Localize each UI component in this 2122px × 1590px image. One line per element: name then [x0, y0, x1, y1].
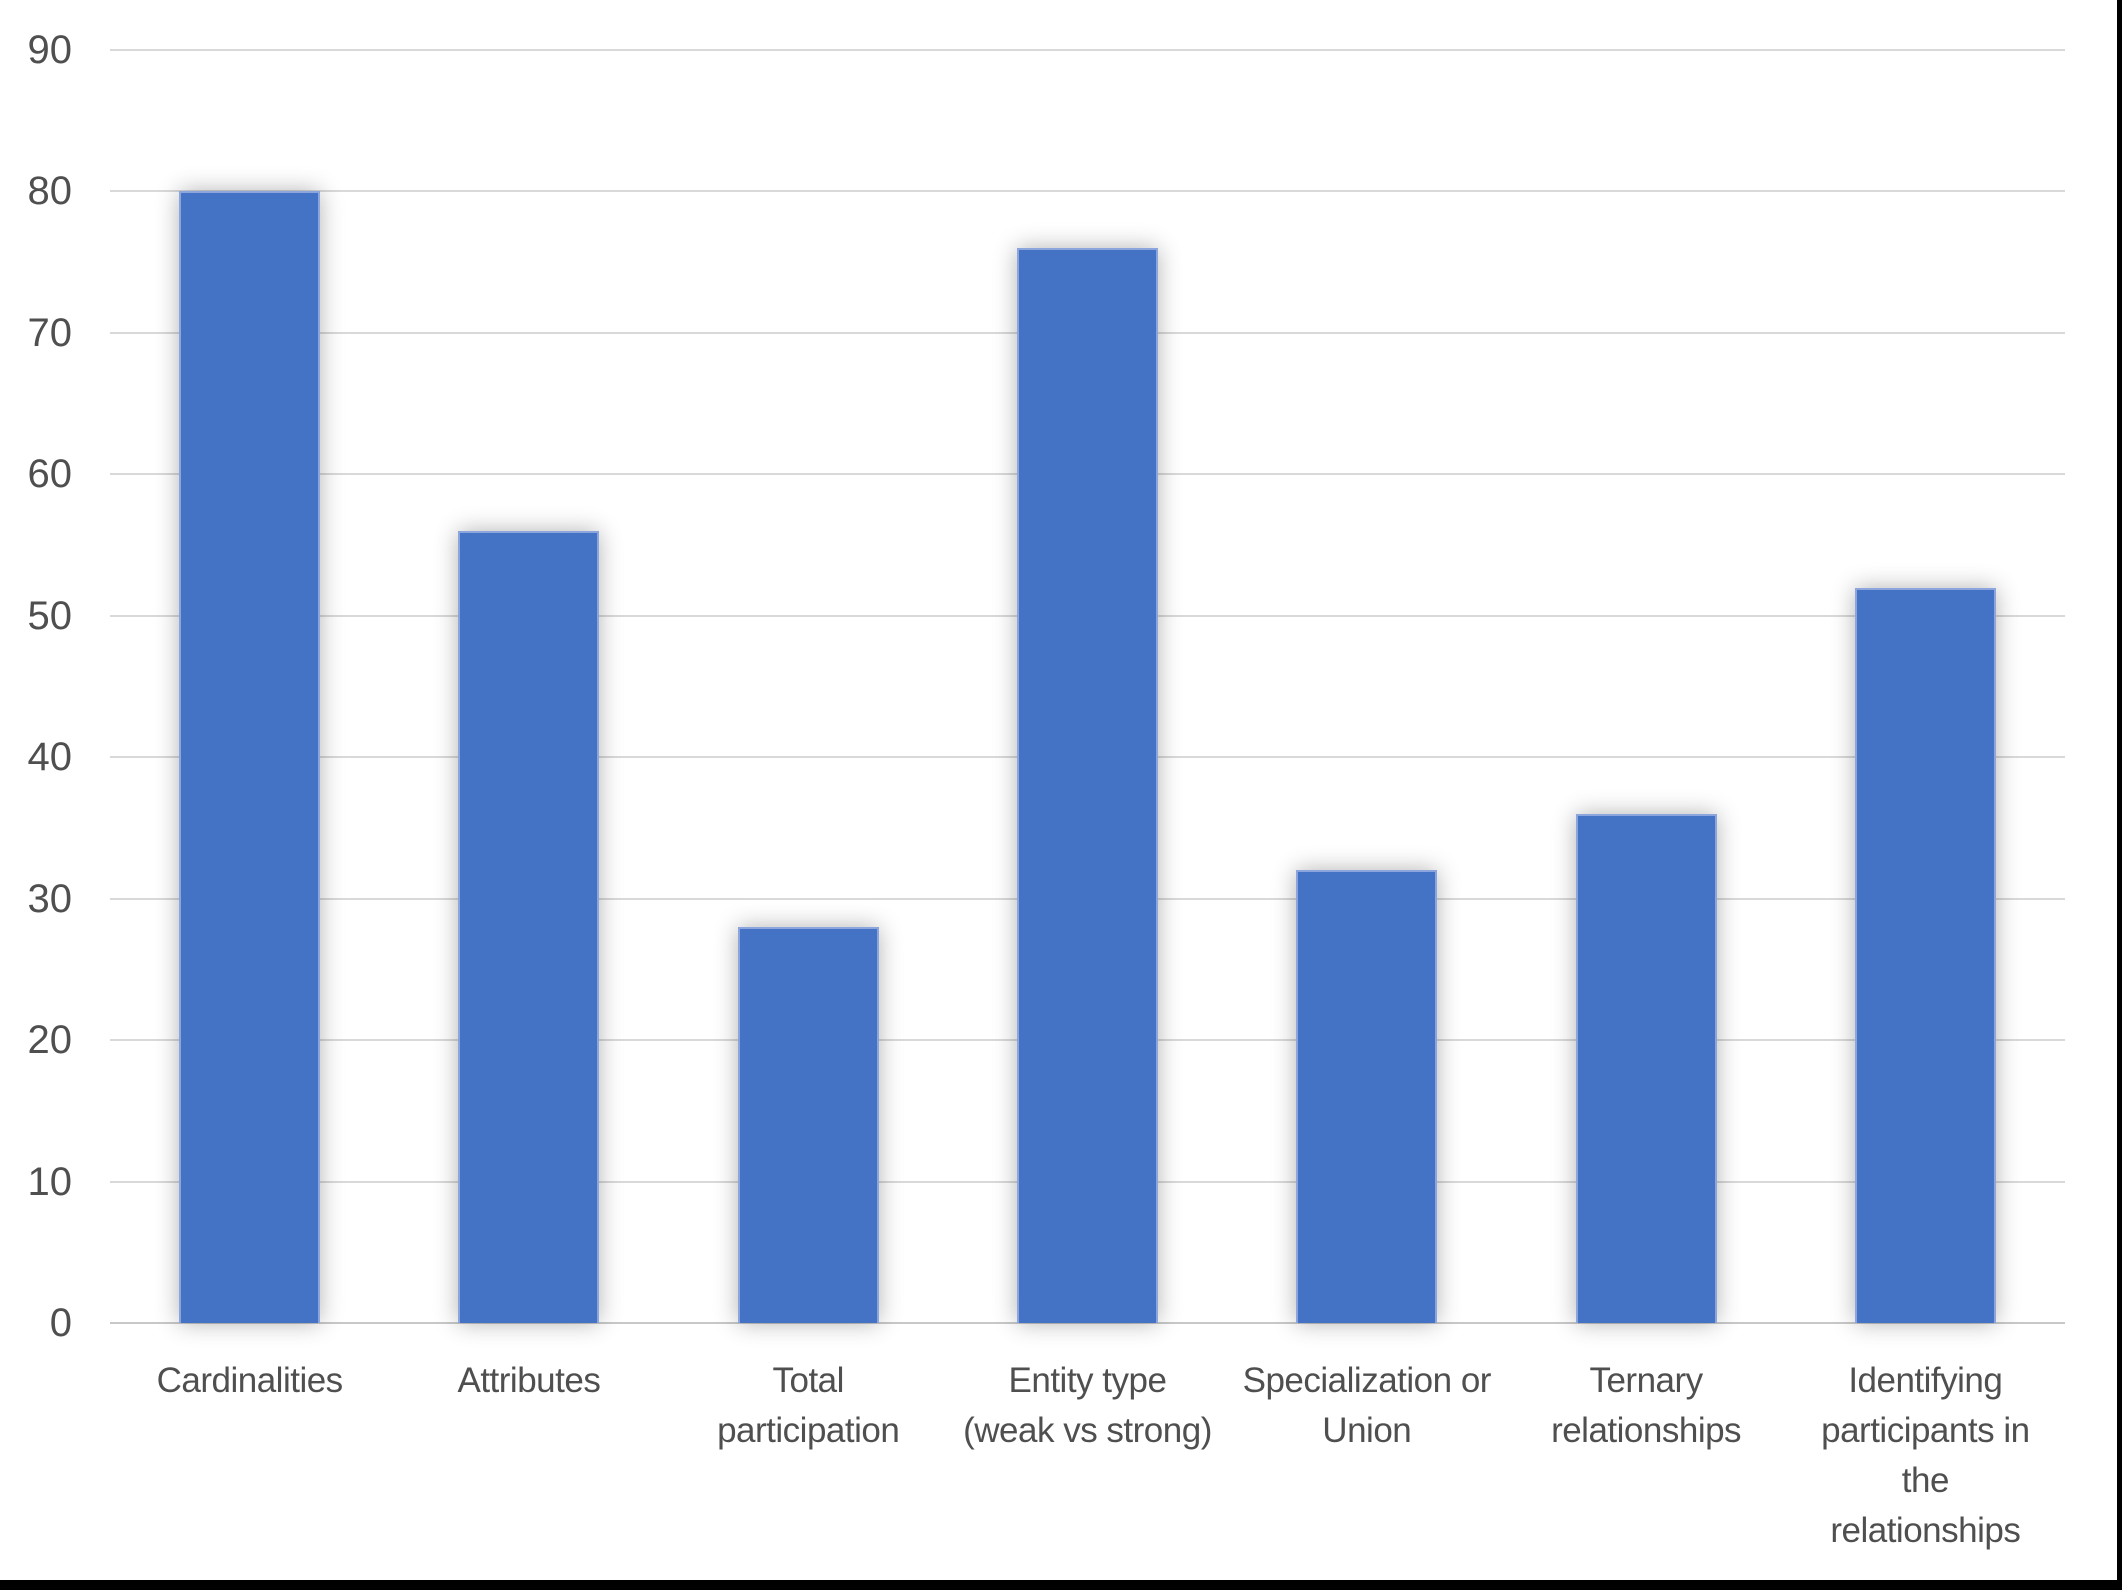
gridline [110, 190, 2065, 193]
x-category-label: Ternary relationships [1551, 1361, 1742, 1450]
bar-1 [179, 191, 321, 1323]
bars [110, 50, 2065, 1323]
y-tick-label: 60 [27, 452, 73, 497]
bar-2 [458, 530, 600, 1323]
y-tick-label: 30 [27, 876, 73, 921]
gridline [110, 49, 2065, 51]
bar-6 [1575, 813, 1717, 1323]
x-category-label: Specialization or Union [1242, 1361, 1492, 1450]
y-tick-label: 90 [27, 28, 73, 72]
screenshot-border-right [2117, 0, 2122, 1590]
y-tick-label: 70 [27, 310, 73, 355]
x-category-label: Attributes [457, 1361, 601, 1400]
x-category-label: Identifying participants in the relationshi… [1821, 1361, 2030, 1550]
y-tick-label: 0 [49, 1301, 72, 1345]
screenshot-border-bottom [0, 1580, 2122, 1590]
bar-5 [1296, 870, 1438, 1323]
y-tick-label: 20 [27, 1018, 73, 1063]
bar-7 [1854, 587, 1996, 1323]
y-tick-label: 40 [27, 735, 73, 780]
y-tick-label: 80 [27, 169, 73, 214]
x-category-label: Cardinalities [156, 1361, 344, 1400]
y-tick-label: 50 [27, 593, 73, 638]
plot-area [110, 49, 2065, 1324]
bar-3 [737, 926, 879, 1323]
x-category-label: Total participation [717, 1361, 900, 1450]
y-tick-label: 10 [27, 1159, 73, 1204]
x-category-label: Entity type (weak vs strong) [963, 1361, 1212, 1450]
x-axis-line [110, 1322, 2065, 1324]
bar-4 [1017, 248, 1158, 1323]
